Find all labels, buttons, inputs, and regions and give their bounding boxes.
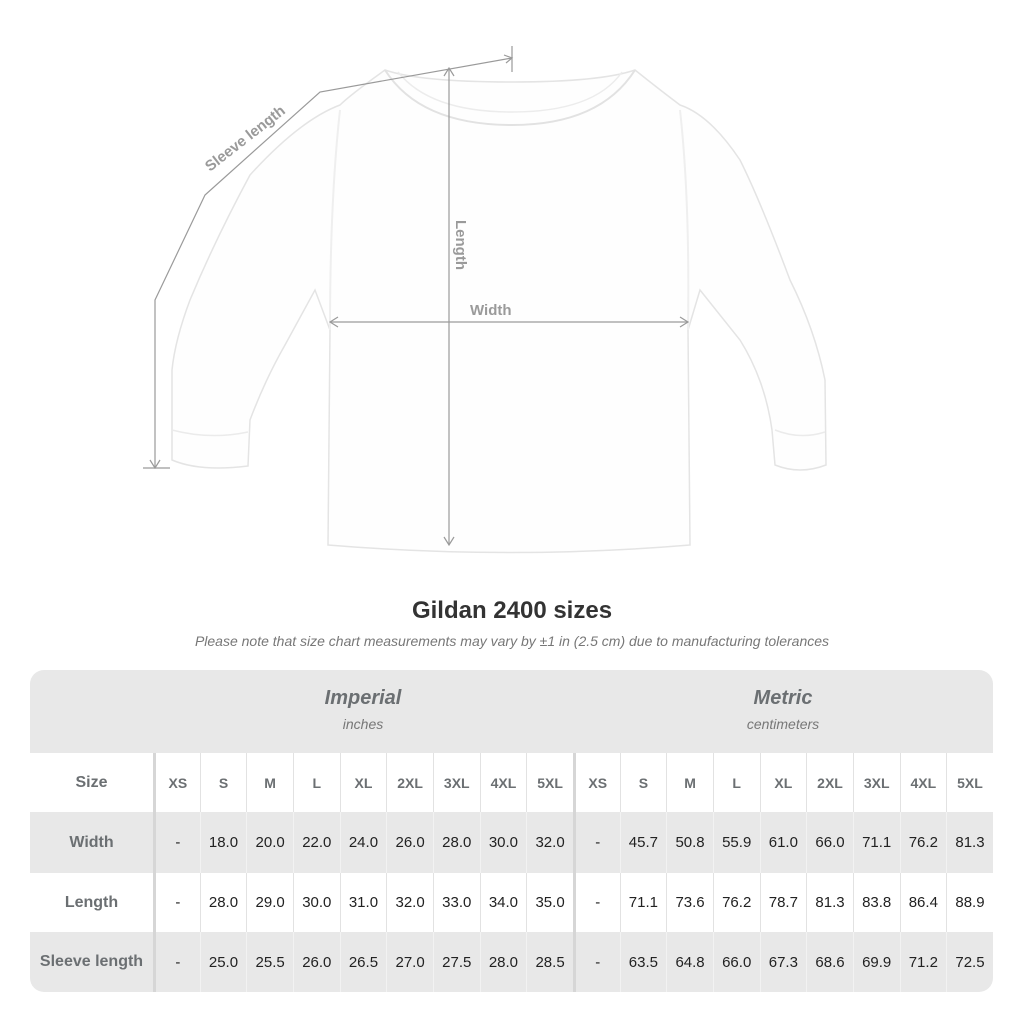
imperial-header: Imperial inches (153, 670, 573, 753)
size-header-metric: 3XL (852, 753, 900, 812)
metric-value: - (572, 932, 620, 992)
imperial-value: - (153, 932, 200, 992)
page-title: Gildan 2400 sizes (411, 597, 613, 624)
shirt-illustration (171, 69, 827, 554)
metric-value: 81.3 (946, 812, 993, 873)
size-header-metric: XS (572, 753, 620, 812)
metric-value: 63.5 (619, 932, 667, 992)
table-row: Length -28.0 29.0 30.0 31.0 32.0 33.0 34.0 35.0-… (30, 873, 993, 932)
metric-value: 45.7 (619, 812, 667, 873)
metric-value: 76.2 (712, 873, 760, 932)
imperial-value: 27.5 (432, 932, 480, 992)
imperial-value: 22.0 (292, 812, 340, 873)
imperial-value: 28.0 (199, 873, 247, 932)
imperial-value: 25.0 (199, 932, 247, 992)
metric-unit: centimeters (746, 716, 820, 732)
imperial-value: 30.0 (479, 812, 527, 873)
metric-value: 67.3 (759, 932, 807, 992)
imperial-value: - (153, 812, 200, 873)
size-header-metric: XL (759, 753, 807, 812)
imperial-value: 32.0 (526, 812, 573, 873)
imperial-unit: inches (342, 716, 384, 732)
size-header-metric: S (619, 753, 667, 812)
table-row: Width -18.0 20.0 22.0 24.0 26.0 28.0 30.0 32.0-4… (30, 812, 993, 873)
metric-value: 78.7 (759, 873, 807, 932)
metric-value: 71.1 (619, 873, 667, 932)
size-label: Size (75, 773, 108, 791)
imperial-value: 33.0 (432, 873, 480, 932)
imperial-value: 18.0 (199, 812, 247, 873)
imperial-value: - (153, 873, 200, 932)
metric-value: 66.0 (712, 932, 760, 992)
table-header-band (30, 670, 993, 753)
imperial-value: 24.0 (339, 812, 387, 873)
imperial-value: 30.0 (292, 873, 340, 932)
imperial-value: 31.0 (339, 873, 387, 932)
imperial-value: 28.5 (526, 932, 573, 992)
metric-value: 76.2 (899, 812, 947, 873)
metric-value: 86.4 (899, 873, 947, 932)
size-header-imperial: M (246, 753, 293, 812)
imperial-value: 28.0 (479, 932, 527, 992)
metric-value: 69.9 (852, 932, 900, 992)
metric-value: 61.0 (759, 812, 807, 873)
width-label: Width (470, 302, 512, 319)
metric-value: 81.3 (806, 873, 853, 932)
metric-value: 71.2 (899, 932, 947, 992)
imperial-value: 27.0 (386, 932, 433, 992)
metric-header: Metric centimeters (573, 670, 993, 753)
imperial-value: 35.0 (526, 873, 573, 932)
metric-value: 55.9 (712, 812, 760, 873)
size-header-row: Size XS S M L XL 2XL 3XL 4XL 5XL XS S M L XL 2XL 3XL 4XL 5… (30, 753, 993, 812)
size-header-imperial: S (199, 753, 247, 812)
table-row: Sleeve length -25.0 25.5 26.0 26.5 27.0 27.5 28… (30, 932, 993, 992)
imperial-title: Imperial (324, 687, 402, 709)
size-header-metric: M (666, 753, 713, 812)
imperial-value: 20.0 (246, 812, 293, 873)
row-label: Length (64, 893, 119, 911)
size-header-imperial: XS (153, 753, 200, 812)
size-header-imperial: L (292, 753, 340, 812)
metric-value: 72.5 (946, 932, 993, 992)
imperial-value: 25.5 (246, 932, 293, 992)
metric-value: 88.9 (946, 873, 993, 932)
size-header-metric: 5XL (946, 753, 993, 812)
imperial-value: 34.0 (479, 873, 527, 932)
size-header-imperial: 3XL (432, 753, 480, 812)
size-header-imperial: 5XL (526, 753, 573, 812)
row-label: Sleeve length (39, 953, 144, 970)
size-table: Imperial inches Metric centimeters Size X… (30, 670, 993, 992)
metric-value: 64.8 (666, 932, 713, 992)
metric-value: 50.8 (666, 812, 713, 873)
size-header-metric: L (712, 753, 760, 812)
size-header-metric: 2XL (806, 753, 853, 812)
metric-value: - (572, 873, 620, 932)
metric-value: 73.6 (666, 873, 713, 932)
shirt-measurement-diagram: Sleeve length Length Width (143, 46, 827, 554)
imperial-value: 26.5 (339, 932, 387, 992)
metric-value: 71.1 (852, 812, 900, 873)
metric-value: - (572, 812, 620, 873)
metric-value: 68.6 (806, 932, 853, 992)
size-header-imperial: 4XL (479, 753, 527, 812)
length-label: Length (452, 220, 469, 270)
size-header-imperial: XL (339, 753, 387, 812)
metric-value: 83.8 (852, 873, 900, 932)
tolerance-note: Please note that size chart measurements… (194, 633, 830, 649)
imperial-value: 28.0 (432, 812, 480, 873)
measurement-lines (143, 46, 690, 547)
size-header-imperial: 2XL (386, 753, 433, 812)
metric-value: 66.0 (806, 812, 853, 873)
metric-title: Metric (753, 687, 813, 709)
imperial-value: 26.0 (292, 932, 340, 992)
imperial-value: 32.0 (386, 873, 433, 932)
size-header-metric: 4XL (899, 753, 947, 812)
imperial-value: 29.0 (246, 873, 293, 932)
imperial-value: 26.0 (386, 812, 433, 873)
row-label: Width (69, 833, 114, 851)
